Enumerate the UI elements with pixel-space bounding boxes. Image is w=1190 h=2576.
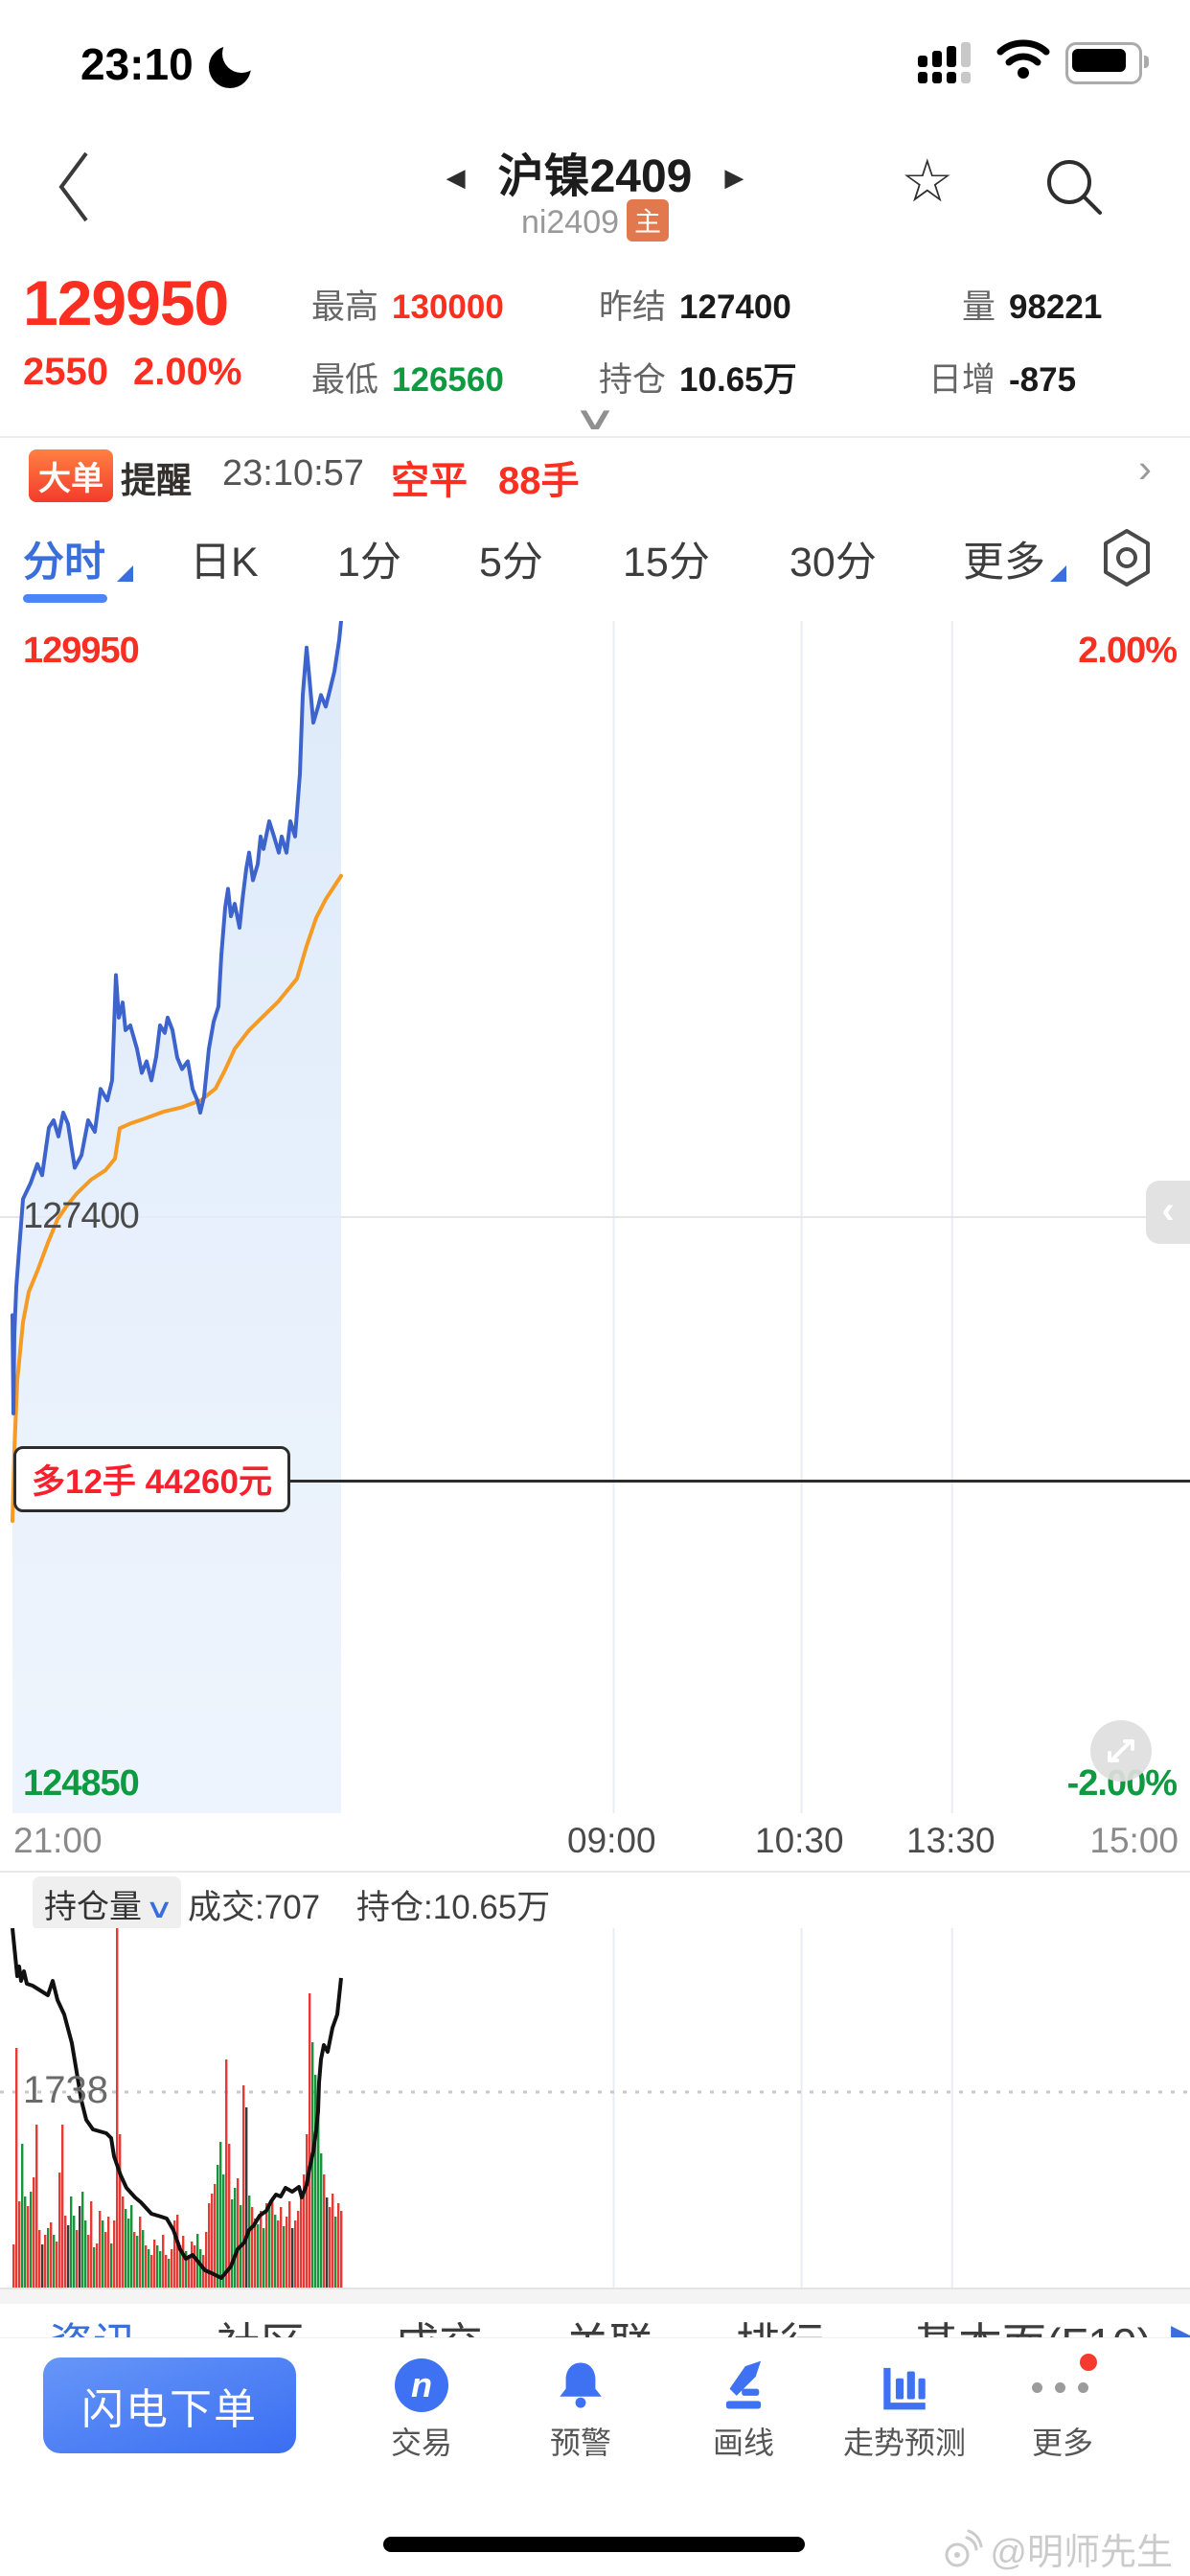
section-divider [0, 2289, 1190, 2304]
cellular-signal-icon [918, 42, 971, 83]
time-label: 09:00 [567, 1821, 656, 1860]
tab-daily-k[interactable]: 日K [190, 540, 259, 586]
wifi-icon [996, 38, 1050, 85]
time-label: 15:00 [1089, 1821, 1179, 1860]
lightning-order-button[interactable]: 闪电下单 [43, 2358, 296, 2453]
title-row: ◀ 沪镍2409 ▶ [0, 138, 1190, 205]
subtitle-row: ni2409 主 [0, 199, 1190, 242]
more-dots-icon [1024, 2354, 1101, 2413]
battery-icon [1065, 42, 1149, 84]
back-button[interactable] [46, 144, 103, 230]
prev-contract-arrow[interactable]: ◀ [446, 163, 466, 192]
alert-label: 提醒 [121, 461, 192, 500]
time-axis: 21:00 09:00 10:30 13:30 15:00 [0, 1813, 1190, 1873]
period-tab-bar: 分时 日K 1分 5分 15分 30分 更多 [0, 506, 1190, 623]
trade-icon: n [350, 2358, 493, 2413]
contract-code: ni2409 [520, 204, 620, 241]
time-label: 13:30 [906, 1821, 995, 1860]
tab-5min[interactable]: 5分 [479, 540, 543, 586]
pencil-icon [672, 2358, 815, 2413]
chart-max-price-label: 129950 [23, 631, 140, 671]
volume-chart-canvas [0, 1927, 1190, 2288]
tab-30min[interactable]: 30分 [790, 540, 877, 586]
chart-mid-price-label: 127400 [23, 1196, 140, 1236]
position-badge[interactable]: 多12手 44260元 [13, 1445, 290, 1512]
watermark: @明师先生 [942, 2522, 1173, 2575]
bottom-toolbar: 闪电下单 n 交易 预警 画线 走势预测 更多 @明师先生 [0, 2338, 1190, 2576]
tab-more[interactable]: 更多 [963, 540, 1045, 586]
tab-15min[interactable]: 15分 [623, 540, 710, 586]
price-chart-canvas [0, 621, 1190, 1813]
status-bar: 23:10 [0, 0, 1190, 125]
volume-value: 成交:707 [188, 1889, 321, 1926]
fullscreen-rotate-button[interactable] [1090, 1720, 1152, 1782]
page-title: 沪镍2409 [497, 151, 693, 202]
toolbar-item-more[interactable]: 更多 [991, 2354, 1134, 2463]
active-tab-underline [23, 594, 107, 603]
chart-min-price-label: 124850 [23, 1763, 140, 1804]
bell-icon [509, 2358, 652, 2413]
time-label: 10:30 [755, 1821, 844, 1860]
last-price: 129950 [23, 267, 229, 338]
big-order-alert-bar[interactable]: 大单 提醒 23:10:57 空平 88手 › [0, 436, 1190, 510]
position-price-line [163, 1480, 1190, 1484]
tab-1min[interactable]: 1分 [337, 540, 401, 586]
intraday-chart[interactable]: 129950 2.00% 127400 124850 -2.00% 多12手 4… [0, 621, 1190, 1813]
next-contract-arrow[interactable]: ▶ [724, 163, 744, 192]
change-value: 2550 [23, 351, 108, 393]
big-order-badge: 大单 [29, 449, 113, 502]
notification-dot [1080, 2354, 1097, 2371]
alert-action: 空平 [391, 460, 468, 502]
toolbar-item-forecast[interactable]: 走势预测 [833, 2358, 976, 2463]
volume-scale-label: 1738 [23, 2069, 108, 2111]
quote-field-daily-increase: 日增 -875 [927, 361, 1077, 399]
indicator-selector[interactable]: 持仓量 ∨ [33, 1876, 181, 1931]
time-label: 21:00 [13, 1821, 103, 1860]
home-indicator [383, 2537, 805, 2552]
sub-chart-header: 持仓量 ∨ 成交:707 持仓:10.65万 [0, 1873, 1190, 1931]
toolbar-item-trade[interactable]: n 交易 [350, 2358, 493, 2463]
search-icon[interactable] [1041, 153, 1108, 225]
volume-pane[interactable]: 1738 [0, 1927, 1190, 2289]
chart-settings-gear-icon[interactable] [1092, 523, 1161, 597]
trend-forecast-icon [833, 2358, 976, 2413]
quote-field-high: 最高 130000 [311, 288, 504, 326]
tab-fenshi[interactable]: 分时 [23, 540, 105, 586]
alert-lots: 88手 [498, 460, 580, 502]
quote-field-open-interest: 持仓 10.65万 [599, 361, 797, 399]
main-contract-badge: 主 [627, 199, 670, 242]
alert-time: 23:10:57 [222, 453, 364, 494]
weibo-icon [945, 2529, 983, 2566]
fenshi-corner-icon [117, 565, 133, 582]
quote-field-low: 最低 126560 [311, 361, 504, 399]
change-percent: 2.00% [132, 351, 242, 393]
toolbar-item-alert[interactable]: 预警 [509, 2358, 652, 2463]
moon-icon [209, 34, 261, 88]
header: ◀ 沪镍2409 ▶ ni2409 主 ☆ [0, 125, 1190, 253]
alert-chevron-icon[interactable]: › [1138, 446, 1152, 491]
quote-panel: 129950 2550 2.00% 最高 130000 昨结 127400 量 9822… [0, 251, 1190, 436]
chart-max-percent-label: 2.00% [1078, 631, 1178, 671]
more-corner-icon [1050, 565, 1066, 582]
chevron-down-icon: ∨ [144, 1894, 174, 1923]
quote-field-prev-settle: 昨结 127400 [599, 288, 791, 326]
side-panel-handle[interactable]: ‹ [1146, 1181, 1190, 1244]
toolbar-item-drawline[interactable]: 画线 [672, 2358, 815, 2463]
status-time: 23:10 [80, 39, 194, 89]
favorite-star-icon[interactable]: ☆ [901, 149, 954, 215]
quote-field-volume: 量 98221 [961, 288, 1103, 326]
price-change: 2550 2.00% [23, 351, 266, 394]
open-interest-value: 持仓:10.65万 [356, 1889, 551, 1926]
expand-quote-chevron-icon[interactable]: ∨ [572, 401, 618, 437]
